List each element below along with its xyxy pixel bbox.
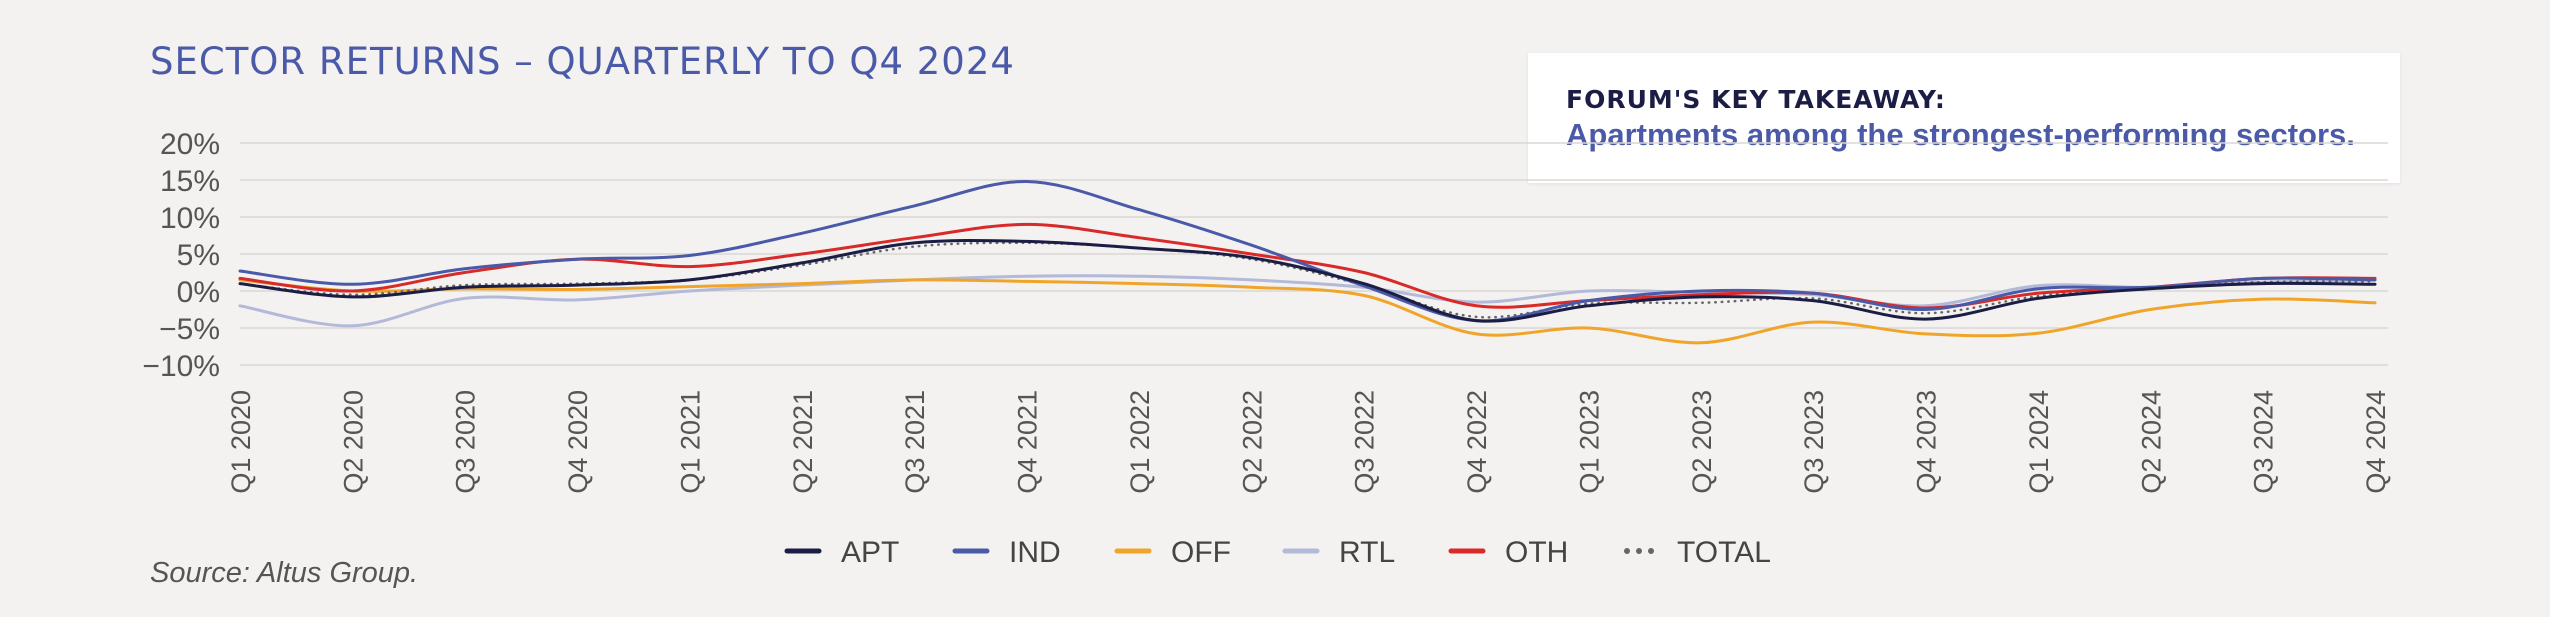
legend-label: APT: [841, 536, 899, 569]
legend-item-oth: OTH: [1448, 536, 1568, 569]
legend-swatch: [1648, 548, 1654, 554]
legend-item-total: TOTAL: [1624, 536, 1771, 569]
series-line-apt: [238, 239, 2377, 323]
grid-lines: [240, 142, 2388, 366]
series-line-off: [238, 278, 2377, 345]
series-line-rtl: [238, 274, 2377, 328]
x-tick-label: Q4 2024: [2361, 390, 2391, 494]
chart-title: SECTOR RETURNS – QUARTERLY TO Q4 2024: [150, 40, 1015, 83]
x-tick-label: Q1 2024: [2024, 390, 2054, 494]
y-tick-label: 20%: [160, 128, 220, 161]
x-tick-label: Q3 2022: [1350, 390, 1380, 494]
legend-item-apt: APT: [784, 536, 899, 569]
legend-item-ind: IND: [952, 536, 1061, 569]
series-line-ind: [238, 179, 2377, 323]
x-tick-label: Q1 2020: [226, 390, 256, 494]
y-tick-label: 5%: [177, 239, 220, 272]
legend-label: TOTAL: [1677, 536, 1771, 569]
takeaway-box: FORUM'S KEY TAKEAWAY: Apartments among t…: [1528, 53, 2400, 183]
x-tick-label: Q3 2024: [2249, 390, 2279, 494]
y-tick-label: 15%: [160, 165, 220, 198]
y-tick-label: 10%: [160, 202, 220, 235]
x-tick-label: Q3 2020: [451, 390, 481, 494]
legend: APT IND OFF RTL OTH TOTAL: [784, 536, 1771, 569]
x-axis-ticks: Q1 2020 Q2 2020 Q3 2020 Q4 2020 Q1 2021 Q2 20…: [226, 390, 2391, 494]
x-tick-label: Q4 2021: [1013, 390, 1043, 494]
x-tick-label: Q2 2023: [1687, 390, 1717, 494]
legend-label: OTH: [1505, 536, 1568, 569]
takeaway-text: Apartments among the strongest-performin…: [1566, 117, 2355, 152]
legend-label: IND: [1009, 536, 1061, 569]
x-tick-label: Q4 2022: [1462, 390, 1492, 494]
x-tick-label: Q2 2022: [1237, 390, 1267, 494]
legend-label: OFF: [1171, 536, 1231, 569]
x-tick-label: Q2 2024: [2136, 390, 2166, 494]
x-tick-label: Q4 2020: [563, 390, 593, 494]
y-tick-label: −5%: [159, 313, 220, 346]
y-axis-ticks: 20% 15% 10% 5% 0% −5% −10%: [142, 128, 220, 383]
x-tick-label: Q1 2022: [1125, 390, 1155, 494]
y-tick-label: −10%: [142, 350, 220, 383]
x-tick-label: Q4 2023: [1912, 390, 1942, 494]
source-note: Source: Altus Group.: [150, 557, 419, 589]
x-tick-label: Q2 2021: [788, 390, 818, 494]
x-tick-label: Q1 2021: [675, 390, 705, 494]
x-tick-label: Q2 2020: [338, 390, 368, 494]
legend-label: RTL: [1339, 536, 1395, 569]
takeaway-heading: FORUM'S KEY TAKEAWAY:: [1566, 85, 1946, 114]
legend-swatch: [1624, 548, 1630, 554]
x-tick-label: Q3 2021: [900, 390, 930, 494]
legend-item-rtl: RTL: [1282, 536, 1395, 569]
series-lines: [238, 179, 2377, 345]
legend-swatch: [1636, 548, 1642, 554]
y-tick-label: 0%: [177, 276, 220, 309]
legend-item-off: OFF: [1114, 536, 1231, 569]
x-tick-label: Q3 2023: [1799, 390, 1829, 494]
x-tick-label: Q1 2023: [1574, 390, 1604, 494]
